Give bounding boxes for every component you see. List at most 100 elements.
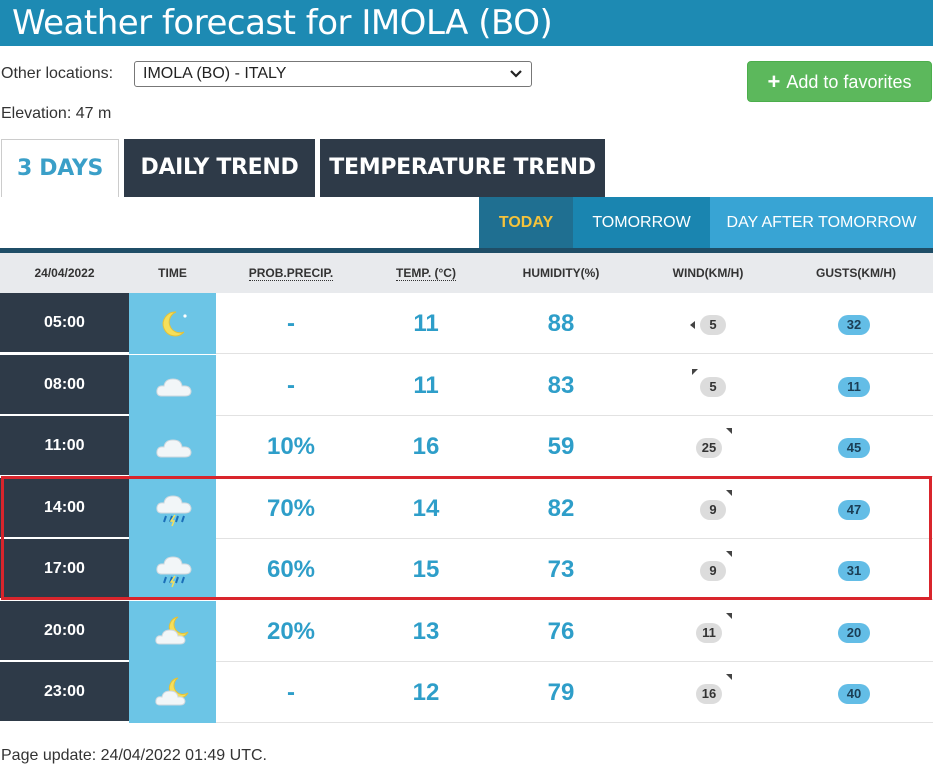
wind-speed-badge: 9 <box>700 499 726 520</box>
wind-direction-top-right-icon <box>726 489 732 496</box>
table-row: 14:00 70% 14 82 9 47 <box>0 477 933 539</box>
row-wind: 11 <box>670 601 750 662</box>
add-to-favorites-button[interactable]: + Add to favorites <box>747 61 932 102</box>
weather-icon-cell <box>129 293 216 354</box>
page-title: Weather forecast for IMOLA (BO) <box>12 3 553 43</box>
table-row: 20:00 20% 13 76 11 20 <box>0 600 933 662</box>
row-temp: 13 <box>412 617 440 645</box>
row-temp: 12 <box>412 679 440 706</box>
row-humidity: 76 <box>547 617 575 645</box>
day-tab-tomorrow[interactable]: TOMORROW <box>573 197 710 248</box>
day-tab-day-after-tomorrow[interactable]: DAY AFTER TOMORROW <box>710 197 933 248</box>
tab-temperature-trend[interactable]: TEMPERATURE TREND <box>320 139 605 197</box>
row-wind: 16 <box>670 662 750 723</box>
row-precip: 70% <box>266 494 316 522</box>
weather-icon-cell <box>129 539 216 600</box>
row-wind: 9 <box>670 478 750 539</box>
table-top-divider <box>0 248 933 253</box>
wind-speed-badge: 11 <box>696 622 722 643</box>
wind-direction-top-right-icon <box>726 551 732 557</box>
row-time: 08:00 <box>0 354 129 416</box>
row-values <box>216 601 933 662</box>
row-temp: 16 <box>412 433 440 460</box>
row-humidity: 73 <box>547 556 575 583</box>
header-prob-precip[interactable]: PROB.PRECIP. <box>226 253 356 293</box>
wind-speed-badge: 5 <box>700 376 726 397</box>
day-tabs: TODAY TOMORROW DAY AFTER TOMORROW <box>0 197 933 248</box>
row-wind: 5 <box>670 355 750 416</box>
row-precip: 10% <box>266 433 316 460</box>
title-bar: Weather forecast for IMOLA (BO) <box>0 0 933 46</box>
row-precip: - <box>287 371 295 399</box>
gusts-badge: 45 <box>838 438 870 458</box>
row-time: 23:00 <box>0 662 129 723</box>
wind-speed-badge: 5 <box>700 315 726 335</box>
row-humidity: 88 <box>547 310 575 337</box>
row-precip: 60% <box>266 556 316 583</box>
header-prob-precip-label: PROB.PRECIP. <box>248 266 334 281</box>
wind-speed-badge: 25 <box>696 438 722 458</box>
header-temp-label: TEMP. (°C) <box>396 266 456 281</box>
wind-speed-badge: 9 <box>700 561 726 581</box>
gusts-badge: 31 <box>838 561 870 581</box>
header-wind: WIND(KM/H) <box>672 266 744 280</box>
tab-daily-trend[interactable]: DAILY TREND <box>124 139 315 197</box>
table-row: 23:00 - 12 79 16 40 <box>0 662 933 723</box>
gusts-badge: 11 <box>838 376 870 397</box>
row-temp: 14 <box>412 494 440 522</box>
add-to-favorites-label: Add to favorites <box>786 72 912 92</box>
header-gusts: GUSTS(KM/H) <box>816 266 896 280</box>
gusts-badge: 40 <box>838 684 870 704</box>
header-humidity: HUMIDITY(%) <box>522 266 600 280</box>
row-values <box>216 478 933 539</box>
other-locations-label: Other locations: <box>1 65 114 82</box>
wind-direction-top-right-icon <box>726 674 732 680</box>
row-temp: 11 <box>413 310 439 337</box>
day-tab-today[interactable]: TODAY <box>479 197 573 248</box>
wind-direction-top-left-icon <box>692 368 698 375</box>
table-row: 11:00 10% 16 59 25 45 <box>0 416 933 477</box>
elevation-text: Elevation: 47 m <box>1 105 112 122</box>
table-row: 05:00 - 11 88 5 32 <box>0 293 933 354</box>
row-time: 11:00 <box>0 416 129 477</box>
wind-direction-left-icon <box>690 321 695 329</box>
table-row: 08:00 - 11 83 5 11 <box>0 354 933 416</box>
row-time: 17:00 <box>0 539 129 600</box>
gusts-badge: 32 <box>838 315 870 335</box>
row-time: 14:00 <box>0 477 129 539</box>
wind-direction-top-right-icon <box>726 428 732 434</box>
row-wind: 25 <box>670 416 750 477</box>
tab-3-days[interactable]: 3 DAYS <box>1 139 119 197</box>
wind-speed-badge: 16 <box>696 684 722 704</box>
row-values <box>216 355 933 416</box>
row-humidity: 82 <box>547 494 575 522</box>
row-humidity: 59 <box>547 433 575 460</box>
row-time: 05:00 <box>0 293 129 354</box>
gusts-badge: 20 <box>838 622 870 643</box>
row-precip: - <box>287 679 295 706</box>
row-precip: - <box>287 310 295 337</box>
header-temp[interactable]: TEMP. (°C) <box>366 253 486 293</box>
row-wind: 9 <box>670 539 750 600</box>
location-select-value: IMOLA (BO) - ITALY <box>143 65 287 82</box>
location-select[interactable]: IMOLA (BO) - ITALY <box>134 61 532 87</box>
wind-direction-top-right-icon <box>726 612 732 619</box>
row-values <box>216 662 933 723</box>
row-temp: 15 <box>412 556 440 583</box>
row-time: 20:00 <box>0 600 129 662</box>
table-row: 17:00 60% 15 73 9 31 <box>0 539 933 600</box>
weather-icon-cell <box>129 416 216 477</box>
weather-icon-cell <box>129 600 216 662</box>
row-temp: 11 <box>413 371 439 399</box>
row-humidity: 83 <box>547 371 575 399</box>
row-values <box>216 293 933 354</box>
header-time: TIME <box>158 266 187 280</box>
weather-icon-cell <box>129 354 216 416</box>
gusts-badge: 47 <box>838 499 870 520</box>
weather-icon-cell <box>129 662 216 723</box>
chevron-down-icon <box>510 70 522 78</box>
header-date: 24/04/2022 <box>34 266 95 280</box>
page-update-text: Page update: 24/04/2022 01:49 UTC. <box>1 747 267 764</box>
row-precip: 20% <box>266 617 316 645</box>
plus-icon: + <box>767 69 781 94</box>
